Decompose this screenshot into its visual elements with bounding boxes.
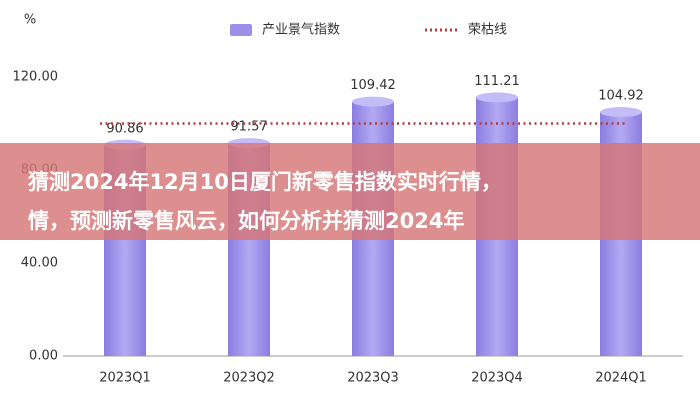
value-label: 104.92 bbox=[598, 89, 644, 104]
bar-cap bbox=[476, 92, 518, 103]
y-tick-label: 0.00 bbox=[29, 349, 58, 364]
x-tick-label: 2023Q2 bbox=[223, 371, 275, 386]
value-label: 91.57 bbox=[230, 120, 267, 135]
y-axis-label: % bbox=[24, 13, 36, 28]
banner-text: 猜测2024年12月10日厦门新零售指数实时行情， bbox=[27, 170, 502, 194]
x-tick-label: 2024Q1 bbox=[595, 371, 647, 386]
value-label: 90.86 bbox=[106, 121, 143, 136]
legend-swatch bbox=[230, 24, 252, 36]
x-tick-label: 2023Q4 bbox=[471, 371, 523, 386]
x-tick-label: 2023Q1 bbox=[99, 371, 151, 386]
banner-text: 情，预测新零售风云，如何分析并猜测2024年 bbox=[28, 209, 464, 233]
x-tick-label: 2023Q3 bbox=[347, 371, 399, 386]
y-tick-label: 120.00 bbox=[13, 70, 59, 85]
legend-label: 荣枯线 bbox=[468, 23, 507, 38]
y-tick-label: 40.00 bbox=[21, 256, 58, 271]
bar-cap bbox=[600, 107, 642, 118]
value-label: 109.42 bbox=[350, 78, 396, 93]
bar-cap bbox=[352, 96, 394, 107]
banner-bg bbox=[0, 143, 700, 240]
legend-label: 产业景气指数 bbox=[262, 22, 340, 38]
value-label: 111.21 bbox=[474, 74, 520, 89]
